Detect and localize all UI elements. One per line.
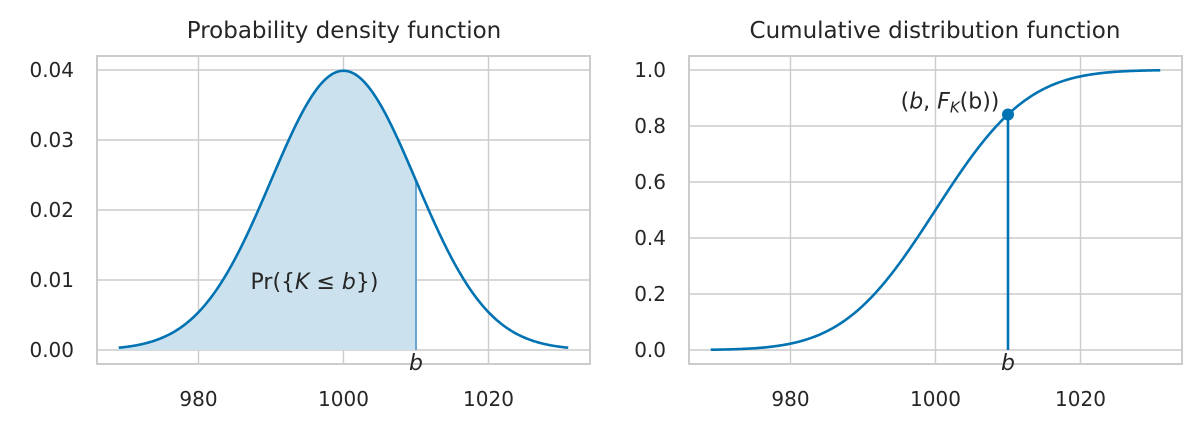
pdf-x-tick-label: 1020	[463, 387, 514, 411]
cdf-b-label: b	[1001, 351, 1015, 376]
cdf-point-label-sub: K	[950, 99, 961, 117]
pdf-area-label-leq: ≤	[309, 270, 341, 295]
pdf-x-tick-label: 1000	[318, 387, 369, 411]
cdf-y-tick-label: 0.6	[634, 170, 666, 194]
pdf-chart: Probability density function 980 1000 1020…	[29, 18, 591, 411]
cdf-chart: Cumulative distribution function 980 1000…	[634, 18, 1183, 411]
cdf-y-tick-label: 0.2	[634, 282, 666, 306]
pdf-area-label-suffix: })	[356, 270, 379, 295]
cdf-x-tick-label: 1020	[1055, 387, 1106, 411]
cdf-b-point	[1002, 108, 1014, 121]
cdf-y-tick-labels: 0.0 0.2 0.4 0.6 0.8 1.0	[634, 58, 666, 362]
cdf-y-tick-label: 0.4	[634, 226, 666, 250]
cdf-y-tick-label: 0.0	[634, 338, 666, 362]
pdf-y-tick-label: 0.00	[29, 338, 74, 362]
cdf-curve	[710, 68, 1161, 352]
cdf-point-label-arg: (b))	[960, 90, 1000, 115]
cdf-grid	[689, 56, 1182, 364]
cdf-axes-frame	[688, 55, 1183, 365]
cdf-y-tick-label: 1.0	[634, 58, 666, 82]
pdf-y-tick-label: 0.02	[29, 198, 74, 222]
cdf-point-label-open: (	[901, 90, 910, 115]
pdf-density-curve	[118, 69, 569, 350]
cdf-point-label-b: b	[909, 90, 923, 115]
pdf-area-label-k: K	[295, 270, 311, 295]
pdf-y-tick-label: 0.01	[29, 268, 74, 292]
cdf-y-tick-label: 0.8	[634, 114, 666, 138]
pdf-area-label-prefix: Pr({	[251, 270, 296, 295]
pdf-y-tick-labels: 0.00 0.01 0.02 0.03 0.04	[29, 58, 74, 362]
cdf-x-tick-labels: 980 1000 1020	[771, 387, 1106, 411]
pdf-shaded-area	[118, 70, 416, 351]
cdf-title: Cumulative distribution function	[750, 18, 1121, 44]
pdf-area-label-b: b	[342, 270, 356, 295]
pdf-x-tick-labels: 980 1000 1020	[179, 387, 514, 411]
pdf-area-label: Pr({K ≤ b})	[251, 270, 379, 295]
pdf-x-tick-label: 980	[179, 387, 217, 411]
cdf-point-label-f: F	[937, 90, 950, 115]
cdf-point-label: (b, FK(b))	[901, 90, 1000, 117]
pdf-b-label: b	[409, 351, 423, 376]
pdf-axes-frame	[96, 55, 591, 365]
pdf-title: Probability density function	[187, 18, 502, 44]
cdf-x-tick-label: 980	[771, 387, 809, 411]
pdf-y-tick-label: 0.03	[29, 128, 74, 152]
pdf-y-tick-label: 0.04	[29, 58, 74, 82]
cdf-point-label-comma: ,	[923, 90, 937, 115]
cdf-x-tick-label: 1000	[910, 387, 961, 411]
